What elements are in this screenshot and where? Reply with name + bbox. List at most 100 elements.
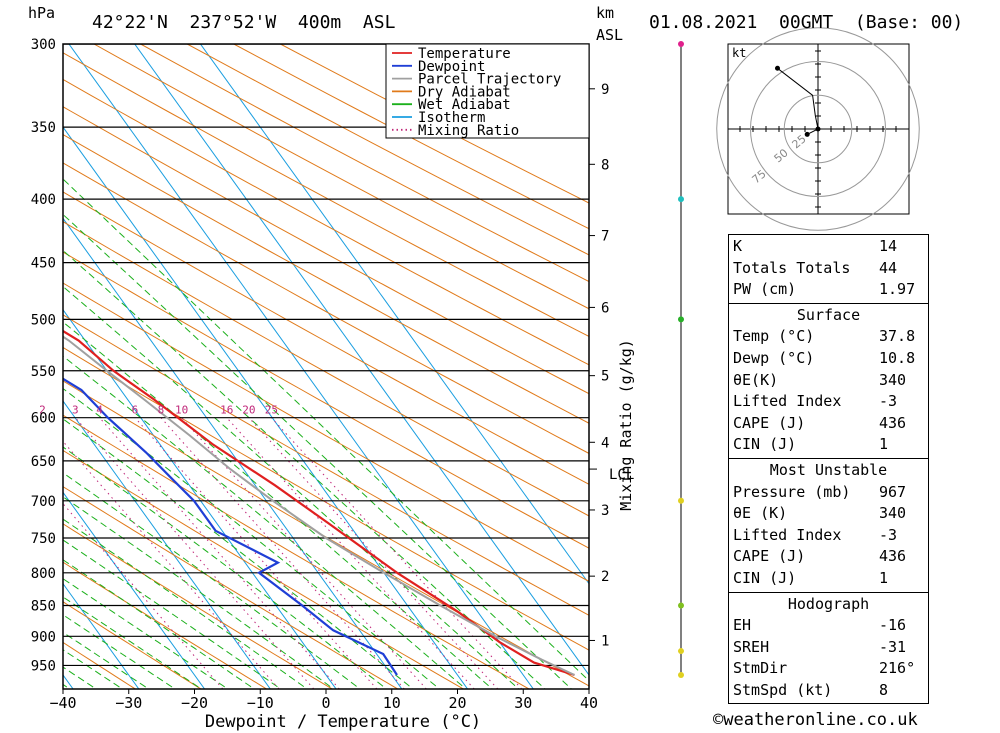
index-row: Pressure (mb) 967 [733,483,928,504]
mixing-ratio-label: 10 [175,404,188,417]
hodograph-trace [777,67,819,135]
pressure-tick-label: 400 [31,192,56,208]
dry-adiabat-line [63,641,137,689]
index-value: 967 [879,482,907,501]
index-label: Totals Totals [733,258,851,277]
dry-adiabat-line [186,44,589,256]
mixing-ratio-line [181,417,428,689]
index-value: 14 [879,237,898,255]
mixing-ratio-label: 16 [220,404,233,417]
index-value: 10.8 [879,349,916,367]
pressure-tick-label: 850 [31,598,56,614]
index-value: 340 [879,370,907,389]
mixing-ratio-line [134,417,378,689]
wind-profile [678,41,684,678]
indices-table: K 14 Totals Totals 44 PW (cm) 1.97 Surface Temp… [728,234,929,704]
index-value: 37.8 [879,327,916,346]
wet-adiabat-line [63,446,388,689]
pressure-tick-label: 450 [31,256,56,272]
wet-adiabat-line [63,683,71,689]
wet-adiabat-line [63,213,573,689]
hodograph-point [815,126,821,132]
wet-adiabat-line [63,418,414,689]
index-label: CIN (J) [733,435,797,454]
dry-adiabat-line [63,282,589,582]
plot-frame [62,43,590,690]
lcl-label: LCL [609,467,634,483]
wet-adiabat-line [63,596,203,689]
index-row: Lifted Index -3 [733,392,928,413]
legend-label: Isotherm [418,110,485,126]
wet-adiabat-line [63,321,493,689]
dry-adiabat-line [92,44,589,310]
wind-level-dot [678,316,684,323]
index-row: CIN (J) 1 [733,435,928,456]
index-value: 340 [879,504,907,523]
index-label: θE(K) [733,370,779,389]
index-label: SREH [733,637,770,656]
legend-label: Wet Adiabat [418,97,511,113]
dry-adiabat-line [63,523,334,689]
mixing-ratio-label: 2 [39,404,46,417]
index-label: EH [733,616,752,635]
wind-level-dot [678,196,684,203]
index-divider [729,591,928,593]
index-row: Lifted Index -3 [733,526,928,547]
dry-adiabat-line [63,162,589,455]
mixing-ratio-label: 6 [132,404,139,417]
isotherm-line [63,674,74,689]
index-value: 216° [879,659,916,678]
x-axis-title: Dewpoint / Temperature (°C) [205,712,481,732]
dry-adiabat-line [63,314,589,616]
index-row: θE (K) 340 [733,504,928,525]
index-value: -31 [879,637,907,656]
isotherm-line [63,400,271,689]
index-value: 8 [879,681,889,699]
x-tick-label: 10 [383,694,401,712]
hodograph-ring [750,61,886,197]
hodograph-point [804,131,810,137]
index-section-title: Most Unstable [769,461,888,479]
wind-level-dot [678,672,684,678]
isotherm-line [63,491,206,689]
index-row: CIN (J) 1 [733,569,928,590]
dry-adiabat-line [63,380,589,687]
isotherm-line [63,582,140,689]
index-row: StmSpd (kt) 8 [733,681,928,702]
index-value: -16 [879,616,907,635]
wet-adiabat-line [63,559,256,689]
index-value: 436 [879,413,907,432]
x-tick-label: −30 [115,694,142,712]
hodograph-ring [783,94,853,164]
km-tick-label: 3 [601,503,609,519]
index-label: StmSpd (kt) [733,681,833,699]
x-tick-label: −10 [247,694,274,712]
wet-adiabat-line [63,472,361,689]
km-tick-label: 4 [601,435,609,451]
isotherm-line [0,0,10,693]
index-row: Dewp (°C) 10.8 [733,349,928,370]
wet-adiabat-line [63,649,124,689]
pressure-tick-label: 700 [31,494,56,510]
isotherm-line [63,308,337,689]
pressure-tick-label: 500 [31,312,56,328]
wind-level-dot [678,648,684,655]
mixing-ratio-line [63,440,280,689]
index-value: -3 [879,525,898,544]
x-tick-label: 20 [448,694,466,712]
location-title: 42°22'N 237°52'W 400m ASL [92,12,396,33]
legend-label: Dry Adiabat [418,84,511,100]
wet-adiabat-line [63,285,520,689]
dry-adiabat-line [232,44,589,230]
index-label: Pressure (mb) [733,482,851,501]
index-row: θE(K) 340 [733,371,928,392]
index-value: -3 [879,392,898,411]
km-tick-label: 6 [601,300,609,316]
dry-adiabat-line [63,251,589,549]
dry-adiabat-line [63,52,589,338]
km-tick-label: 1 [601,633,609,649]
mixing-ratio-label: 8 [158,404,165,417]
index-label: CAPE (J) [733,547,806,566]
pressure-tick-label: 900 [31,629,56,645]
